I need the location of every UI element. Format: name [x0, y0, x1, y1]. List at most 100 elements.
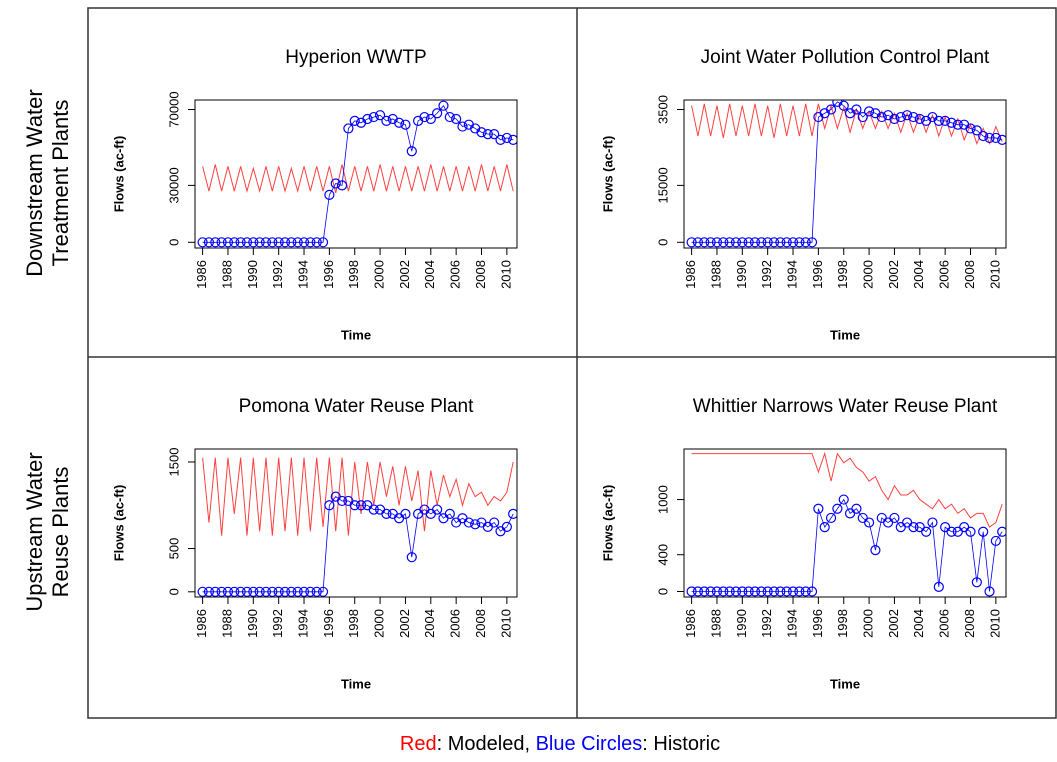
caption-part: : Modeled,: [437, 733, 536, 755]
data-point: [286, 586, 297, 597]
data-point: [870, 545, 881, 556]
row-label: Treatment Plants: [48, 100, 73, 267]
data-point: [336, 180, 348, 191]
y-tick-label: 15000: [655, 167, 670, 203]
data-point: [819, 522, 830, 533]
data-point: [971, 125, 982, 136]
x-tick-label: 1988: [708, 260, 723, 289]
x-tick-label: 1992: [270, 609, 285, 638]
x-tick-label: 1994: [295, 609, 310, 638]
data-point: [210, 237, 221, 248]
series-line: [691, 451, 1003, 528]
data-point: [197, 237, 208, 248]
x-tick-label: 2008: [473, 609, 488, 638]
data-point: [305, 237, 316, 248]
data-point: [508, 134, 517, 145]
data-point: [298, 586, 310, 597]
data-point: [737, 586, 748, 597]
x-tick-label: 2002: [886, 260, 901, 289]
plot-area: [686, 451, 1006, 597]
x-tick-label: 1998: [835, 609, 850, 638]
x-tick-label: 1998: [346, 260, 361, 289]
data-point: [762, 237, 773, 248]
data-point: [756, 237, 767, 248]
y-tick-label: 0: [166, 588, 181, 595]
data-point: [292, 586, 303, 597]
x-tick-label: 1990: [734, 609, 749, 638]
data-point: [908, 522, 919, 533]
plot-frame: [194, 99, 518, 249]
x-tick-label: 1986: [683, 260, 698, 289]
data-point: [311, 586, 322, 597]
data-point: [508, 508, 517, 520]
data-point: [965, 123, 976, 134]
x-tick-label: 2002: [397, 260, 412, 289]
x-tick-label: 1992: [759, 609, 774, 638]
data-point: [222, 586, 234, 597]
y-tick-label: 1000: [655, 485, 670, 514]
data-point: [990, 535, 1001, 547]
data-point: [946, 526, 957, 537]
data-point: [197, 586, 208, 597]
x-tick-label: 1990: [734, 260, 749, 289]
x-tick-label: 1988: [219, 260, 234, 289]
data-point: [444, 111, 455, 123]
data-point: [965, 526, 976, 537]
data-point: [921, 526, 932, 537]
data-point: [267, 237, 278, 248]
x-tick-label: 1996: [810, 260, 825, 289]
x-tick-label: 1994: [295, 260, 310, 289]
data-point: [927, 517, 938, 528]
y-axis-label: Flows (ac-ft): [600, 485, 615, 562]
data-point: [273, 237, 284, 248]
data-point: [692, 586, 704, 597]
x-tick-label: 1996: [810, 609, 825, 638]
series-line: [691, 498, 1003, 592]
data-point: [806, 237, 818, 248]
y-axis-label: Flows (ac-ft): [111, 485, 126, 562]
data-point: [756, 586, 767, 597]
data-point: [432, 504, 443, 515]
data-point: [768, 237, 780, 248]
data-point: [724, 586, 735, 597]
data-point: [362, 113, 373, 125]
data-point: [851, 104, 862, 115]
data-point: [952, 119, 963, 130]
data-point: [438, 100, 449, 111]
x-tick-label: 1992: [759, 260, 774, 289]
data-point: [863, 517, 875, 528]
data-point: [851, 503, 862, 514]
data-point: [425, 113, 436, 125]
data-point: [216, 237, 227, 248]
data-point: [692, 237, 704, 248]
data-point: [368, 504, 379, 515]
chart-title: Whittier Narrows Water Reuse Plant: [693, 396, 998, 417]
data-point: [406, 552, 417, 563]
data-point: [699, 586, 710, 597]
x-tick-label: 2006: [937, 609, 952, 638]
x-tick-label: 1986: [194, 609, 209, 638]
data-point: [355, 500, 367, 511]
data-point: [794, 586, 805, 597]
caption-part: Blue Circles: [536, 733, 643, 755]
x-tick-label: 2000: [861, 609, 876, 638]
data-point: [324, 189, 335, 200]
data-point: [718, 237, 729, 248]
series-line: [691, 103, 1003, 146]
data-point: [229, 237, 240, 248]
data-point: [279, 586, 291, 597]
data-point: [806, 586, 818, 597]
data-point: [229, 586, 240, 597]
data-point: [241, 237, 253, 248]
x-tick-label: 1996: [321, 260, 336, 289]
data-point: [743, 586, 754, 597]
data-point: [940, 115, 951, 126]
x-tick-label: 2004: [422, 260, 437, 289]
data-point: [978, 526, 989, 537]
data-point: [781, 237, 792, 248]
data-point: [800, 237, 811, 248]
data-point: [838, 494, 849, 505]
data-point: [984, 132, 995, 144]
chart-title: Hyperion WWTP: [285, 47, 426, 68]
data-point: [800, 586, 811, 597]
